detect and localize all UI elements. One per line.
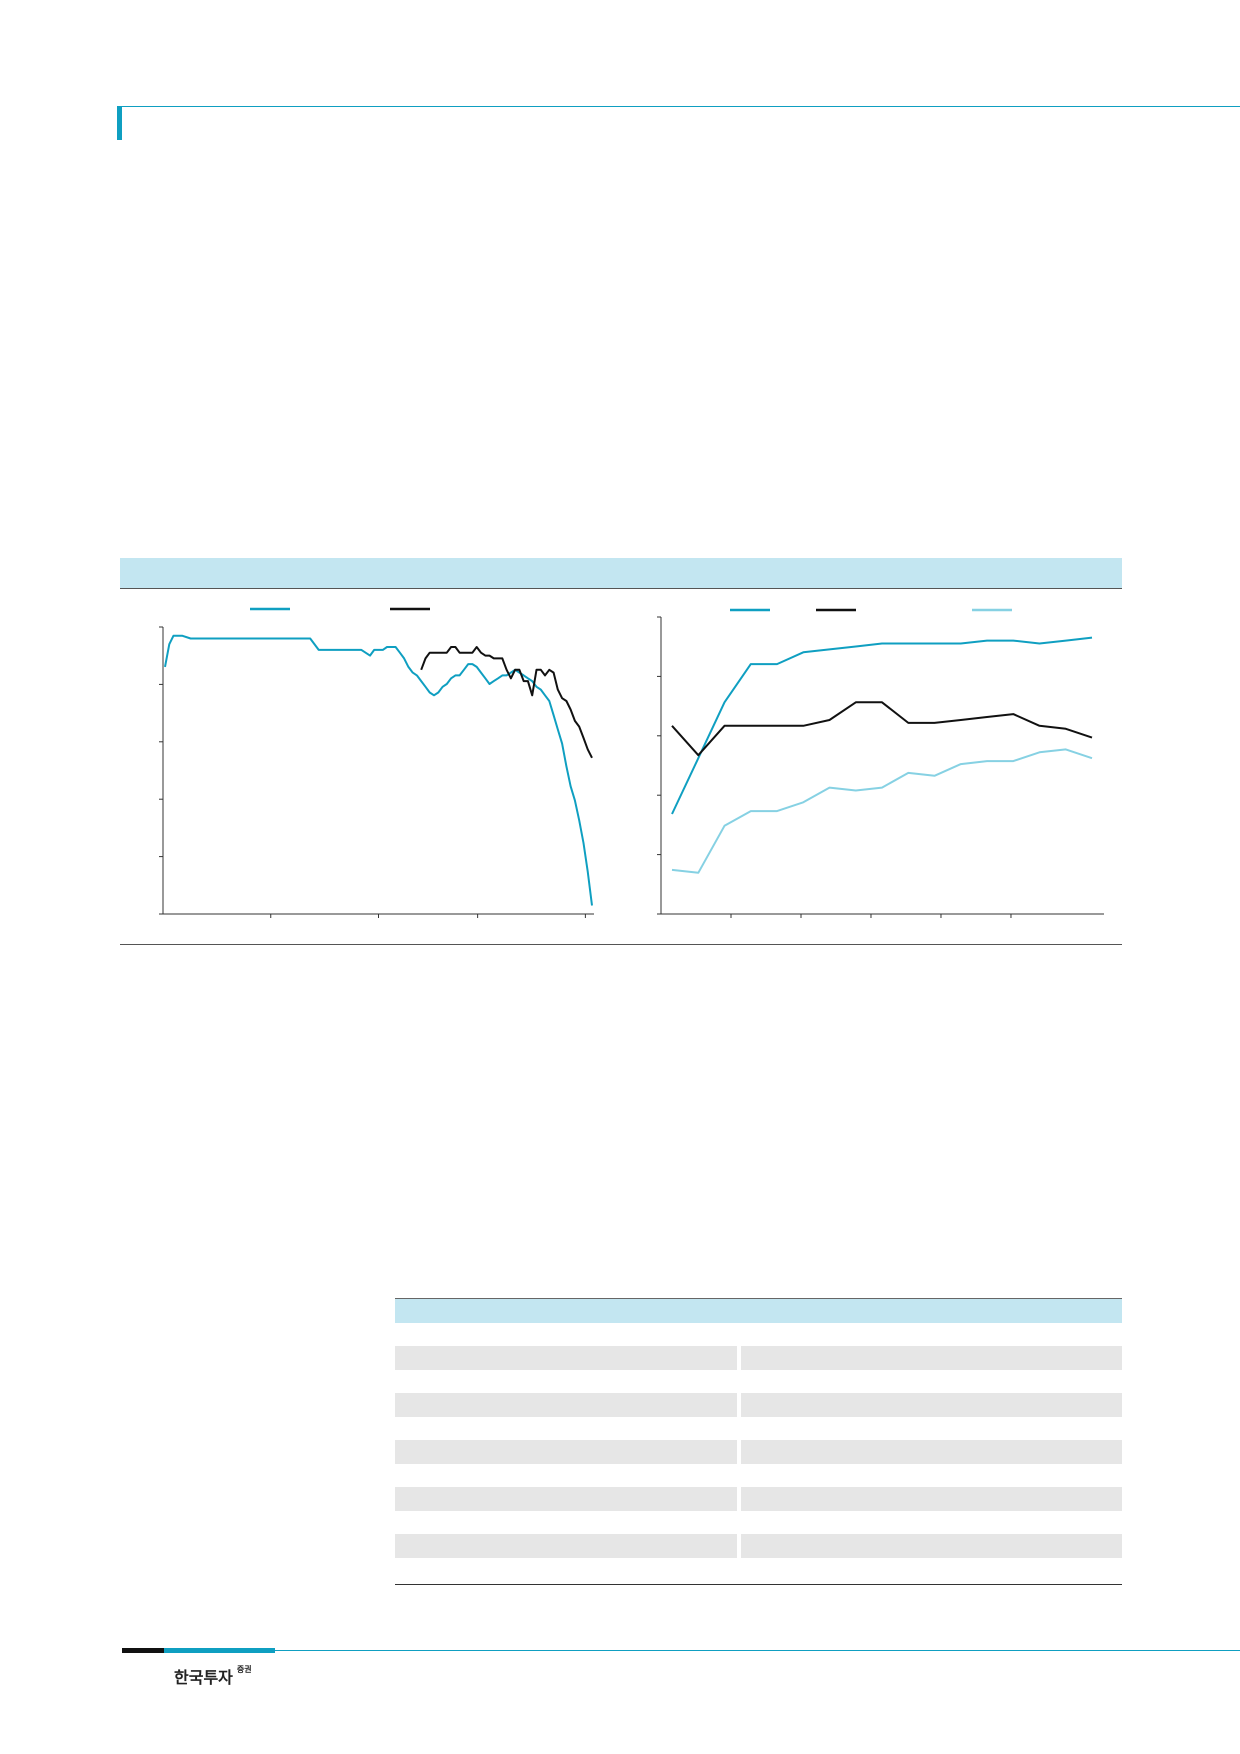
- right-chart-axes: [657, 616, 1104, 918]
- table-cell: [395, 1440, 737, 1464]
- table-header-cell: [395, 1299, 737, 1323]
- table-body: [395, 1322, 1122, 1582]
- series-line: [671, 748, 1093, 874]
- figure-bottom-rule: [120, 944, 1122, 945]
- series-line: [420, 646, 593, 759]
- table-cell: [395, 1323, 737, 1347]
- table-cell: [395, 1417, 737, 1441]
- table-cell: [737, 1463, 741, 1487]
- table-header-cell: [741, 1299, 1122, 1323]
- table-cell: [395, 1346, 737, 1370]
- table-row: [395, 1346, 1122, 1370]
- table-row: [395, 1369, 1122, 1394]
- table-cell: [395, 1558, 737, 1582]
- table-cell: [741, 1393, 1122, 1417]
- brand-suffix: 증권: [236, 1665, 252, 1674]
- table-row: [395, 1510, 1122, 1535]
- right-chart-series: [671, 636, 1093, 874]
- table-cell: [741, 1370, 1122, 1394]
- table-cell: [737, 1346, 741, 1370]
- table-row: [395, 1416, 1122, 1441]
- table-cell: [737, 1487, 741, 1511]
- table-cell: [395, 1464, 737, 1488]
- left-chart-series: [164, 634, 593, 906]
- brand-name: 한국투자: [174, 1668, 233, 1687]
- table-cell: [737, 1534, 741, 1558]
- table-cell: [741, 1464, 1122, 1488]
- brand-logo: 한국투자 증권: [174, 1664, 252, 1688]
- table-cell: [737, 1369, 741, 1393]
- footer-rule: [275, 1650, 1240, 1651]
- table-row: [395, 1534, 1122, 1558]
- table-cell: [741, 1487, 1122, 1511]
- figure-top-rule: [120, 588, 1122, 589]
- table-cell: [737, 1393, 741, 1417]
- table-cell: [395, 1370, 737, 1394]
- table-cell: [737, 1557, 741, 1581]
- table-cell: [395, 1393, 737, 1417]
- left-chart-axes: [159, 626, 594, 918]
- table-row: [395, 1393, 1122, 1417]
- series-line: [164, 634, 593, 906]
- table-row: [395, 1487, 1122, 1511]
- table-cell: [395, 1534, 737, 1558]
- table-cell: [737, 1322, 741, 1346]
- figure-title-band: [120, 558, 1122, 588]
- table-cell: [741, 1558, 1122, 1582]
- table-row: [395, 1322, 1122, 1347]
- data-table: [395, 1299, 1122, 1581]
- table-cell: [395, 1487, 737, 1511]
- footer-bar-black: [122, 1648, 164, 1653]
- header-rule: [117, 106, 1240, 107]
- table-cell: [737, 1510, 741, 1534]
- table-cell: [741, 1534, 1122, 1558]
- right-line-chart: [657, 608, 1104, 918]
- table-cell: [737, 1440, 741, 1464]
- table-cell: [741, 1323, 1122, 1347]
- table-header-row: [395, 1299, 1122, 1323]
- table-cell: [741, 1346, 1122, 1370]
- table-cell: [741, 1417, 1122, 1441]
- section-accent-bar: [117, 106, 122, 140]
- table-row: [395, 1440, 1122, 1464]
- table-bottom-rule: [395, 1584, 1122, 1585]
- table-cell: [741, 1511, 1122, 1535]
- footer-bar-blue: [164, 1648, 275, 1653]
- table-row: [395, 1557, 1122, 1582]
- table-top-rule: [395, 1298, 1122, 1299]
- series-line: [671, 701, 1093, 757]
- table-cell: [741, 1440, 1122, 1464]
- table-cell: [395, 1511, 737, 1535]
- table-cell: [737, 1416, 741, 1440]
- left-line-chart: [159, 607, 594, 918]
- table-row: [395, 1463, 1122, 1488]
- series-line: [671, 636, 1093, 815]
